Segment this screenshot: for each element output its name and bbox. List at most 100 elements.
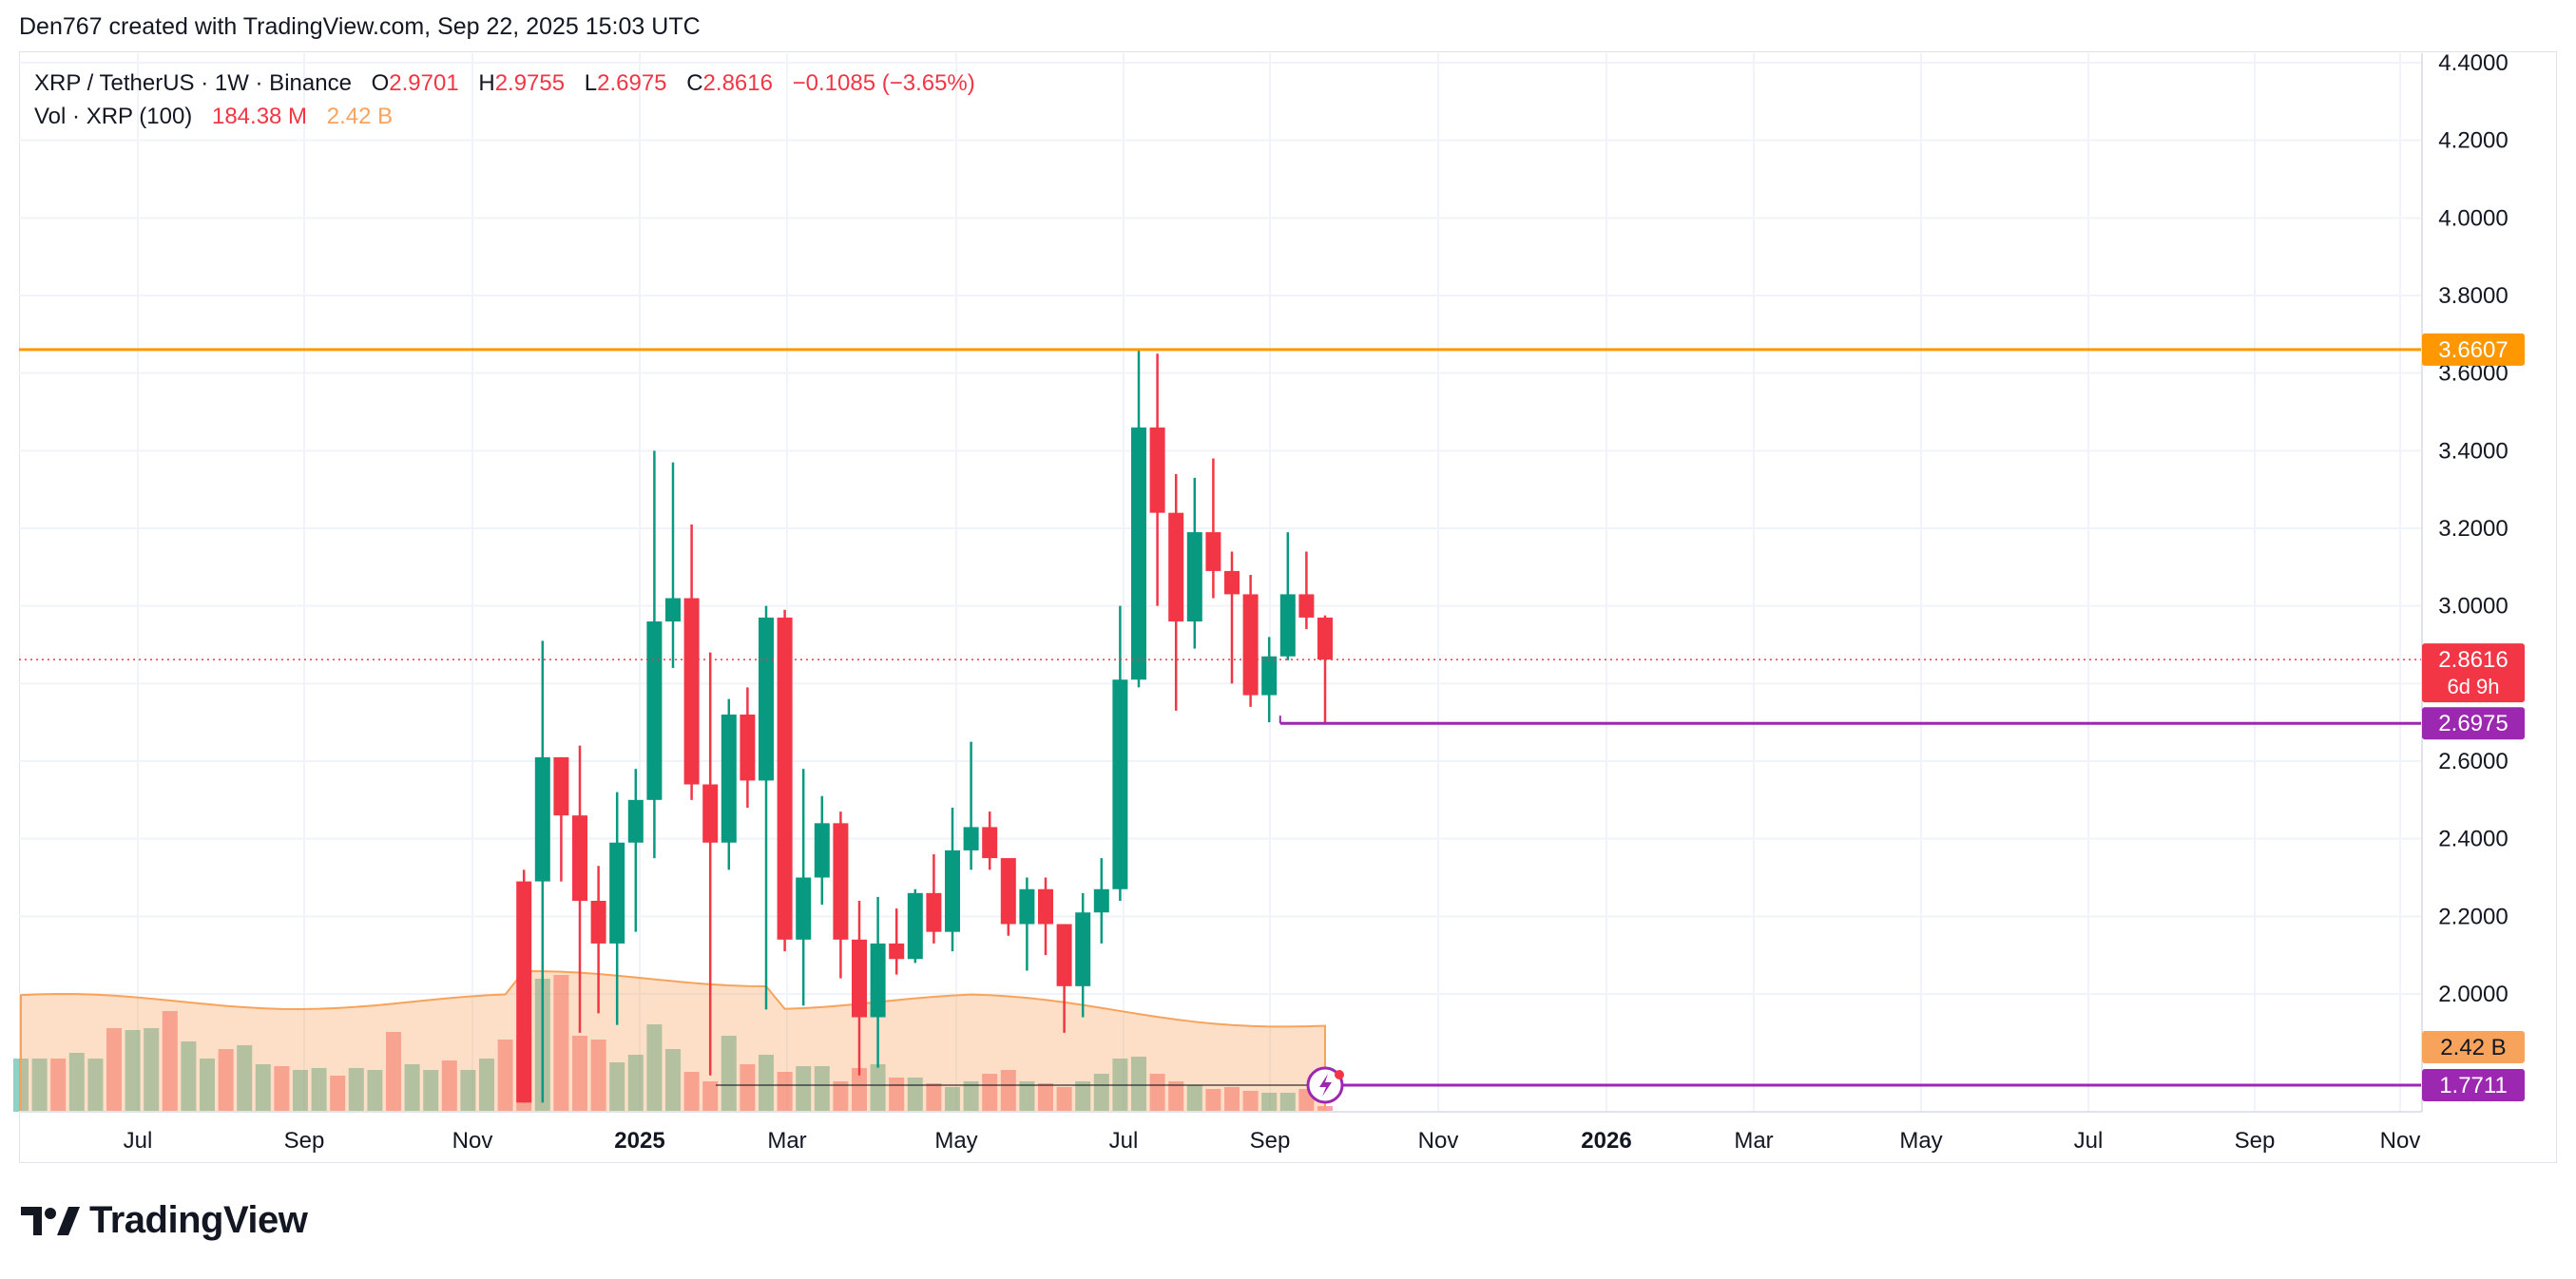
level-lines	[19, 348, 2422, 1104]
volume-bar	[125, 1030, 141, 1112]
volume-bar	[982, 1074, 998, 1112]
volume-bar	[1186, 1085, 1202, 1112]
volume-bar	[200, 1059, 215, 1112]
volume-bar	[683, 1072, 700, 1112]
volume-bar	[665, 1049, 681, 1112]
price-label-resistance	[2422, 333, 2525, 366]
volume-bar	[1000, 1070, 1016, 1112]
candle-body	[1149, 427, 1165, 513]
price-label-last-text: 2.8616	[2438, 647, 2508, 673]
volume-bar	[627, 1055, 644, 1112]
time-tick-label: Sep	[1250, 1128, 1291, 1154]
price-label-support-text: 2.6975	[2438, 711, 2508, 736]
volume-bar	[50, 1059, 67, 1112]
price-tick-label: 4.4000	[2438, 50, 2508, 76]
candle-body	[721, 715, 737, 843]
price-tick-label: 2.4000	[2438, 827, 2508, 852]
candle-body	[1075, 912, 1091, 986]
volume-bar	[1149, 1074, 1165, 1112]
price-tick-label: 2.0000	[2438, 982, 2508, 1007]
volume-bar	[609, 1062, 625, 1112]
volume-bar	[926, 1083, 942, 1112]
candle-body	[534, 756, 550, 882]
candle-body	[759, 617, 774, 781]
volume-bar	[181, 1041, 197, 1112]
candle-body	[1131, 427, 1146, 680]
volume-bar	[330, 1076, 346, 1112]
legend-volume-label[interactable]: Vol · XRP (100)	[34, 104, 193, 129]
grid-lines	[19, 53, 2422, 1112]
time-tick-label: Jul	[1109, 1128, 1139, 1154]
price-tick-label: 4.2000	[2438, 128, 2508, 154]
volume-bar	[87, 1059, 104, 1112]
candle-body	[777, 617, 793, 940]
legend-symbol[interactable]: XRP / TetherUS · 1W · Binance	[34, 70, 352, 96]
volume-bar	[367, 1070, 383, 1112]
time-tick-label: 2026	[1581, 1128, 1631, 1154]
legend-volume-ma: 2.42 B	[326, 104, 394, 129]
candle-body	[1056, 924, 1072, 986]
price-label-last	[2422, 643, 2525, 703]
volume-bar	[274, 1066, 290, 1112]
price-label-alert	[2422, 1069, 2525, 1101]
legend-price-row: XRP / TetherUS · 1W · Binance O2.9701 H2…	[34, 67, 975, 100]
volume-bar	[1038, 1083, 1053, 1112]
tradingview-logo-icon	[21, 1206, 80, 1235]
time-tick-label: May	[934, 1128, 977, 1154]
legend-change: −0.1085 (−3.65%)	[792, 70, 975, 96]
candle-body	[1261, 656, 1278, 696]
volume-bar	[702, 1081, 719, 1112]
candle-body	[609, 842, 625, 944]
candle-body	[1000, 858, 1016, 925]
volume-bar	[1261, 1093, 1278, 1112]
price-tick-label: 3.0000	[2438, 594, 2508, 620]
volume-bar	[31, 1059, 48, 1112]
volume-bar	[293, 1070, 308, 1112]
time-tick-label: Nov	[2380, 1128, 2421, 1154]
volume-bar	[311, 1068, 327, 1112]
time-tick-label: Jul	[2074, 1128, 2104, 1154]
volume-bar	[572, 1036, 587, 1112]
volume-bar	[814, 1066, 830, 1112]
candle-body	[590, 901, 606, 944]
volume-bar	[945, 1087, 960, 1112]
candle-body	[945, 849, 960, 932]
candle-body	[926, 892, 942, 932]
time-tick-label: Sep	[284, 1128, 325, 1154]
volume-bar	[386, 1032, 401, 1112]
price-label-countdown: 6d 9h	[2447, 675, 2499, 698]
volume-bar	[963, 1081, 979, 1112]
candle-body	[1279, 594, 1296, 657]
volume-bar	[553, 975, 569, 1112]
legend-open-value: 2.9701	[389, 70, 459, 96]
legend-open-label: O	[371, 70, 390, 96]
candle-body	[1186, 532, 1202, 621]
candle-body	[1038, 888, 1053, 925]
volume-bar	[106, 1028, 122, 1112]
candle-body	[1112, 679, 1128, 889]
time-tick-label: Sep	[2235, 1128, 2276, 1154]
volume-ma-area	[20, 970, 1326, 1113]
lightning-icon	[1319, 1074, 1332, 1097]
chart-frame[interactable]	[19, 51, 2557, 1163]
volume-bar	[870, 1064, 886, 1112]
legend-volume-value: 184.38 M	[211, 104, 308, 129]
candle-body	[740, 715, 756, 781]
candle-body	[1317, 617, 1333, 660]
price-label-vol_ma-text: 2.42 B	[2440, 1035, 2506, 1060]
time-tick-label: Mar	[767, 1128, 806, 1154]
price-tick-label: 2.2000	[2438, 904, 2508, 929]
candle-body	[796, 877, 812, 940]
candle-body	[1205, 532, 1221, 571]
candle-body	[683, 598, 700, 785]
volume-bar	[348, 1068, 364, 1112]
legend-low-value: 2.6975	[597, 70, 667, 96]
candle-body	[1242, 594, 1259, 696]
tradingview-logo[interactable]: TradingView	[21, 1199, 308, 1242]
price-tick-label: 3.4000	[2438, 438, 2508, 464]
legend: XRP / TetherUS · 1W · Binance O2.9701 H2…	[34, 67, 975, 133]
volume-ma-area	[20, 970, 1326, 1113]
volume-bar	[1056, 1087, 1072, 1112]
